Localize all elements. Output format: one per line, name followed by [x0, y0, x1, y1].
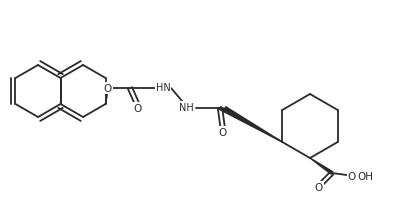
Text: O: O — [219, 127, 227, 137]
Text: NH: NH — [178, 103, 193, 112]
Text: O: O — [315, 182, 323, 192]
Text: O: O — [104, 84, 112, 94]
Polygon shape — [224, 107, 282, 142]
Polygon shape — [219, 107, 282, 142]
Polygon shape — [310, 158, 333, 174]
Text: O: O — [134, 103, 142, 114]
Text: O: O — [348, 171, 356, 181]
Text: HN: HN — [156, 83, 170, 92]
Text: OH: OH — [357, 171, 373, 181]
